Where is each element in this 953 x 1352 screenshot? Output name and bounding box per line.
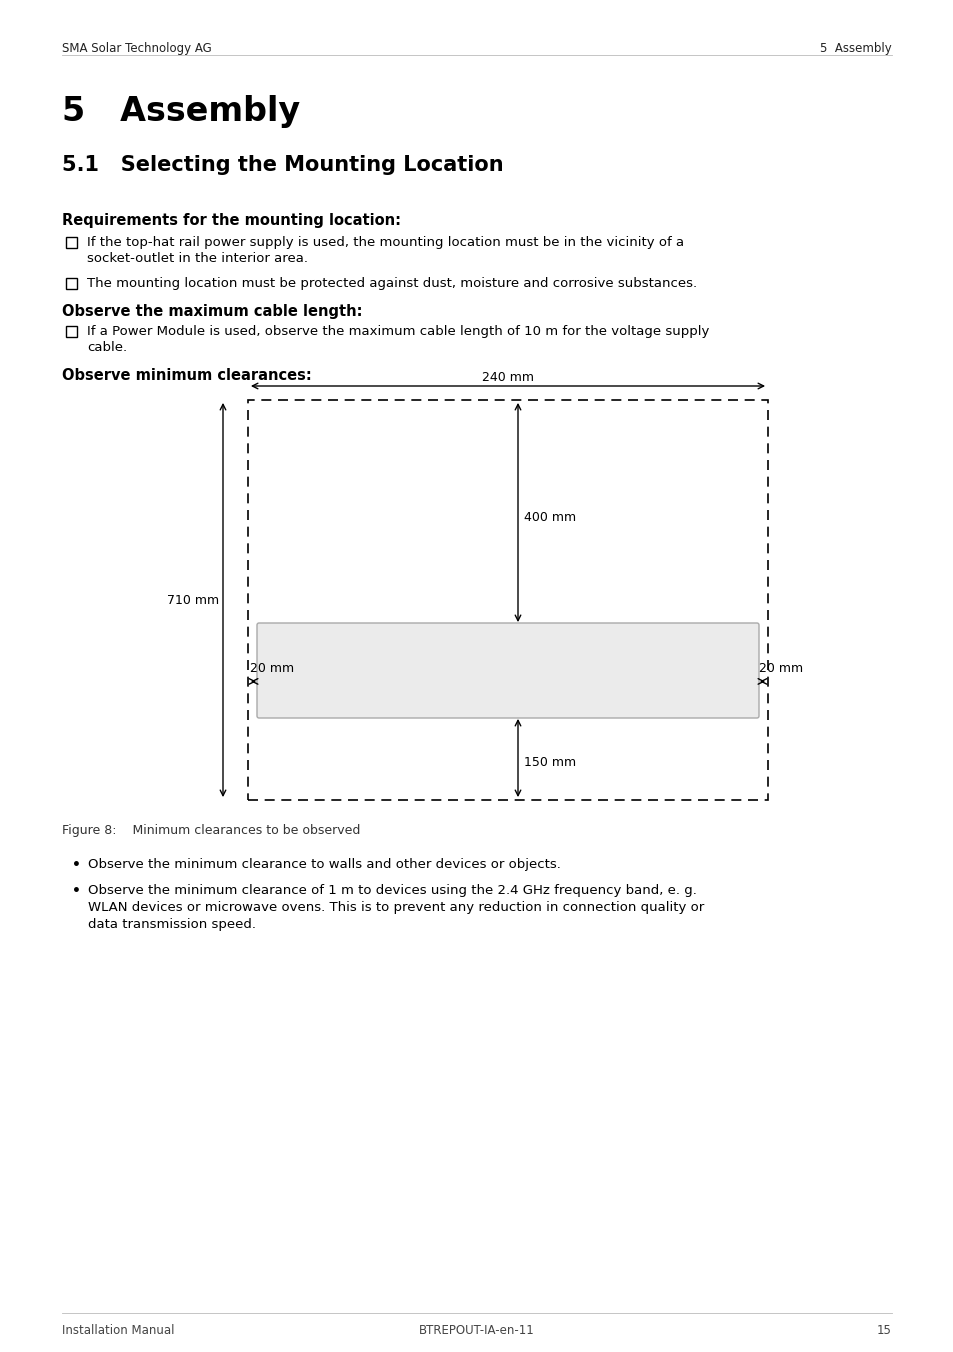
Text: 5   Assembly: 5 Assembly	[62, 95, 300, 128]
Text: Requirements for the mounting location:: Requirements for the mounting location:	[62, 214, 400, 228]
Text: 710 mm: 710 mm	[167, 594, 219, 607]
Text: data transmission speed.: data transmission speed.	[88, 918, 255, 932]
Text: Observe the minimum clearance to walls and other devices or objects.: Observe the minimum clearance to walls a…	[88, 859, 560, 871]
Text: SMA Solar Technology AG: SMA Solar Technology AG	[62, 42, 212, 55]
Text: If the top-hat rail power supply is used, the mounting location must be in the v: If the top-hat rail power supply is used…	[87, 237, 683, 249]
Bar	[66, 326, 77, 337]
FancyBboxPatch shape	[256, 623, 759, 718]
Text: cable.: cable.	[87, 341, 127, 354]
Text: The mounting location must be protected against dust, moisture and corrosive sub: The mounting location must be protected …	[87, 277, 697, 289]
Text: Observe minimum clearances:: Observe minimum clearances:	[62, 368, 312, 383]
Text: •: •	[71, 859, 81, 872]
Text: Observe the maximum cable length:: Observe the maximum cable length:	[62, 304, 362, 319]
Bar	[248, 400, 767, 800]
Text: 400 mm: 400 mm	[523, 511, 576, 525]
Text: 240 mm: 240 mm	[481, 370, 534, 384]
Text: BTREPOUT-IA-en-11: BTREPOUT-IA-en-11	[418, 1324, 535, 1337]
Text: •: •	[71, 884, 81, 898]
Text: If a Power Module is used, observe the maximum cable length of 10 m for the volt: If a Power Module is used, observe the m…	[87, 324, 709, 338]
Bar	[66, 279, 77, 289]
Text: 15: 15	[876, 1324, 891, 1337]
Text: Installation Manual: Installation Manual	[62, 1324, 174, 1337]
Text: 5  Assembly: 5 Assembly	[820, 42, 891, 55]
Bar	[66, 237, 77, 247]
Text: 20 mm: 20 mm	[250, 662, 294, 676]
Text: Figure 8:    Minimum clearances to be observed: Figure 8: Minimum clearances to be obser…	[62, 823, 360, 837]
Text: 5.1   Selecting the Mounting Location: 5.1 Selecting the Mounting Location	[62, 155, 503, 174]
Text: socket-outlet in the interior area.: socket-outlet in the interior area.	[87, 251, 308, 265]
Text: 150 mm: 150 mm	[523, 757, 576, 769]
Text: WLAN devices or microwave ovens. This is to prevent any reduction in connection : WLAN devices or microwave ovens. This is…	[88, 900, 703, 914]
Text: Observe the minimum clearance of 1 m to devices using the 2.4 GHz frequency band: Observe the minimum clearance of 1 m to …	[88, 884, 696, 896]
Text: 20 mm: 20 mm	[759, 662, 802, 676]
